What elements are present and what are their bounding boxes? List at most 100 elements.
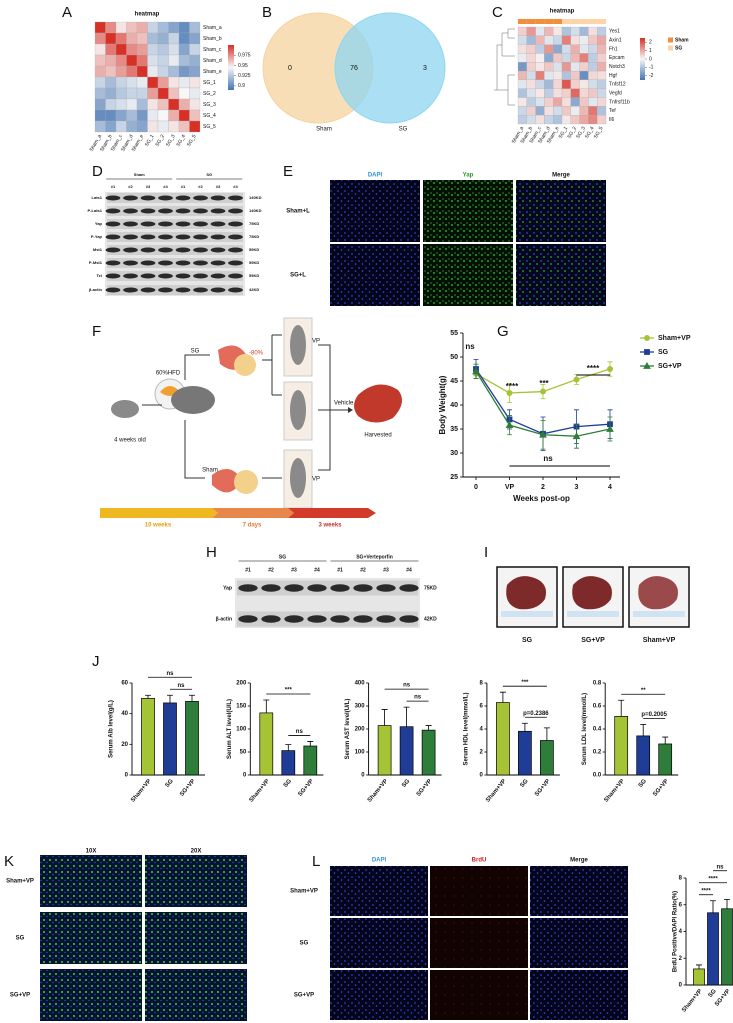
- blot-band: [193, 273, 208, 279]
- heatmap-cell: [517, 53, 527, 63]
- row-label: Il6: [609, 117, 615, 123]
- y-axis-title: Serum HDL level(mmol/L): [463, 693, 469, 766]
- y-axis-title: Body Weight(g): [438, 375, 447, 434]
- point: [506, 390, 513, 396]
- point: [539, 430, 547, 438]
- group-annotation: [570, 19, 580, 24]
- heatmap-cell: [544, 35, 554, 45]
- heatmap-cell: [579, 70, 589, 81]
- blot-band: [193, 247, 208, 253]
- heatmap-cell: [544, 53, 554, 63]
- y-axis-title: Serum LDL level(mmol/L): [582, 693, 588, 765]
- legend-swatch: [668, 37, 673, 43]
- venn-set-label: SG: [399, 127, 408, 133]
- heatmap-cell: [147, 87, 159, 100]
- timeline-10w: [100, 508, 218, 518]
- heatmap-cell: [579, 79, 589, 89]
- x-tick-label: SG: [165, 778, 175, 789]
- blot-band: [158, 273, 173, 279]
- colorbar: [640, 38, 645, 80]
- heatmap-cell: [126, 32, 138, 45]
- y-tick-label: 8: [480, 681, 484, 687]
- bar: [421, 729, 436, 776]
- colorbar-tick-label: -2: [649, 73, 654, 79]
- y-tick-label: 6: [679, 902, 683, 908]
- x-tick-label: Sham+VP: [603, 778, 626, 803]
- heatmap-cell: [535, 97, 545, 107]
- heatmap-cell: [526, 97, 536, 107]
- venn-count: 0: [288, 65, 292, 72]
- x-tick-label: Sham+VP: [367, 778, 390, 803]
- error-bar: [403, 706, 410, 727]
- heatmap-cell: [517, 70, 527, 81]
- lane-label: #4: [406, 567, 412, 573]
- blot-strip: [107, 245, 243, 255]
- group-annotation: [597, 19, 606, 24]
- micrograph: [530, 970, 628, 1020]
- x-tick-label: 4: [608, 484, 612, 491]
- heatmap-cell: [526, 70, 536, 81]
- blot-band: [228, 234, 243, 240]
- blot-band: [105, 195, 121, 201]
- stomach-part: [234, 470, 258, 494]
- heatmap-cell: [526, 44, 536, 54]
- heatmap-cell: [94, 87, 106, 100]
- size-label: 42KD: [249, 287, 259, 292]
- blot-band: [228, 247, 243, 253]
- column-label: SG_2: [155, 133, 167, 147]
- heatmap-cell: [544, 26, 554, 36]
- reduction-label: -80%: [249, 351, 264, 357]
- column-header: Yap: [463, 173, 474, 179]
- heatmap-cell: [115, 109, 127, 122]
- micrograph: [330, 918, 428, 968]
- heatmap-cell: [126, 109, 138, 122]
- group-label: Sham: [134, 172, 145, 177]
- row-label: Yes1: [609, 29, 620, 35]
- heatmap-cell: [136, 120, 148, 133]
- error-bar: [425, 725, 432, 731]
- blot-band: [175, 287, 191, 293]
- y-tick-label: 55: [450, 330, 458, 337]
- micrograph: [330, 866, 428, 916]
- size-label: 140KD: [249, 208, 262, 213]
- connector: [262, 344, 352, 479]
- x-tick-label: SG+VP: [179, 778, 197, 797]
- significance-label: p=0.2005: [641, 712, 667, 718]
- heatmap-cell: [597, 44, 607, 54]
- significance-label: ****: [708, 876, 718, 882]
- heatmap-cell: [579, 35, 589, 45]
- y-tick-label: 2: [679, 956, 683, 962]
- x-tick-label: VP: [505, 484, 515, 491]
- blot-band: [123, 273, 138, 279]
- blot-band: [210, 221, 226, 227]
- blot-band: [376, 615, 396, 623]
- heatmap-cell: [570, 44, 580, 54]
- heatmap-cell: [147, 32, 159, 45]
- heatmap-cell: [517, 79, 527, 89]
- heatmap-cell: [517, 62, 527, 72]
- y-tick-label: 0.2: [593, 750, 602, 756]
- heatmap-cell: [579, 88, 589, 98]
- blot-strip: [107, 219, 243, 229]
- significance-label: ****: [506, 382, 519, 391]
- blot-band: [105, 260, 121, 266]
- heatmap-cell: [588, 88, 598, 98]
- blot-band: [175, 221, 191, 227]
- heatmap-cell: [157, 109, 169, 122]
- heatmap-cell: [189, 87, 201, 100]
- heatmap-cell: [535, 44, 545, 54]
- row-label: SG+L: [290, 273, 306, 279]
- photo-label: SG+VP: [581, 637, 605, 644]
- heatmap-cell: [126, 54, 138, 67]
- mouse-obese: [171, 386, 215, 414]
- heatmap-cell: [597, 106, 607, 116]
- heatmap-cell: [178, 65, 190, 78]
- photo-label: Sham+VP: [643, 637, 676, 644]
- row-label: SG+VP: [294, 993, 314, 999]
- heatmap-cell: [115, 21, 127, 34]
- x-tick-label: Sham+VP: [681, 988, 704, 1013]
- y-tick-label: 400: [355, 681, 366, 687]
- error-bar: [640, 724, 647, 736]
- y-tick-label: 0: [125, 773, 129, 779]
- heatmap-cell: [526, 62, 536, 72]
